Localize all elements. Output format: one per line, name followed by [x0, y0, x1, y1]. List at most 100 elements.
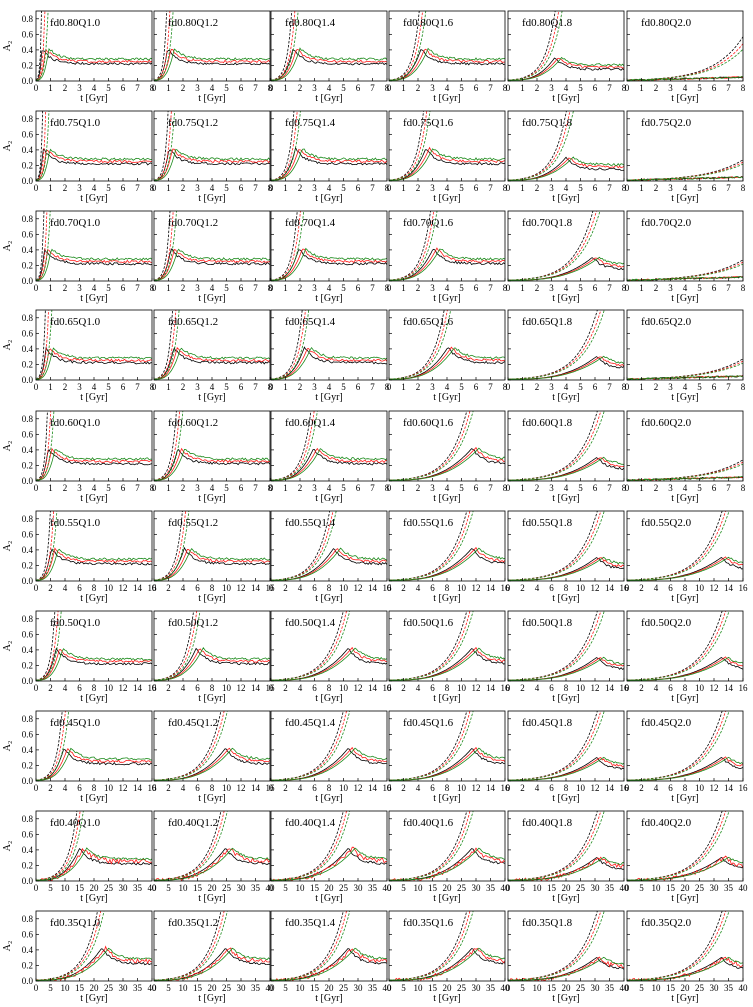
panel-label: fd0.75Q1.4	[285, 117, 336, 129]
panel-label: fd0.70Q1.6	[403, 217, 454, 229]
panel-fd0.80Q2.0: fd0.80Q2.00 1 2 3 4 5 6 7 8t [Gyr]	[625, 10, 746, 104]
x-tick-label: 8	[741, 483, 746, 493]
x-tick-label: 0	[387, 483, 392, 493]
series-red	[36, 348, 152, 380]
panel-fd0.40Q1.6: fd0.40Q1.60 5 10 15 20 25 30 35 40t [Gyr]	[387, 810, 510, 904]
x-axis-label: t [Gyr]	[198, 893, 226, 904]
panel-fd0.60Q1.8: fd0.60Q1.80 1 2 3 4 5 6 7 8t [Gyr]	[506, 410, 627, 504]
x-tick-label: 1	[639, 183, 644, 193]
x-tick-label: 6	[712, 483, 717, 493]
panel-curves	[154, 211, 270, 281]
panel-fd0.55Q1.0: fd0.55Q1.00.00.20.40.60.80 2 4 6 8 10 12 14 16t …	[2, 510, 157, 604]
panel-curves	[271, 211, 387, 281]
panel-curves	[36, 611, 152, 681]
x-tick-label: 8	[445, 583, 450, 593]
panel-curves	[389, 511, 505, 581]
x-tick-label: 4	[683, 83, 688, 93]
series-black	[271, 948, 387, 981]
x-tick-label: 5	[459, 83, 464, 93]
x-tick-label: 1	[283, 83, 288, 93]
x-tick-label: 2	[181, 83, 186, 93]
series-red	[36, 547, 152, 581]
fit-red	[271, 310, 306, 380]
x-tick-label: 4	[92, 483, 97, 493]
x-tick-label: 16	[620, 583, 630, 593]
x-tick-label: 7	[726, 83, 731, 93]
x-axis-label: t [Gyr]	[80, 93, 108, 104]
series-red	[271, 646, 387, 681]
x-tick-label: 6	[593, 483, 598, 493]
fit-red	[36, 411, 52, 481]
panel-fd0.75Q2.0: fd0.75Q2.00 1 2 3 4 5 6 7 8t [Gyr]	[625, 110, 746, 204]
x-tick-label: 35	[486, 883, 496, 893]
x-tick-label: 0	[625, 382, 630, 392]
x-tick-label: 4	[327, 183, 332, 193]
x-tick-label: 25	[576, 883, 586, 893]
fit-black	[154, 611, 194, 681]
x-tick-label: 1	[166, 183, 171, 193]
x-tick-label: 25	[222, 983, 232, 993]
x-tick-label: 2	[63, 483, 68, 493]
x-axis-label: t [Gyr]	[80, 993, 108, 1004]
panel-fd0.55Q1.8: fd0.55Q1.80 2 4 6 8 10 12 14 16t [Gyr]	[506, 510, 630, 604]
x-tick-label: 0	[269, 382, 274, 392]
fit-red	[389, 811, 471, 881]
panel-fd0.65Q1.6: fd0.65Q1.60 1 2 3 4 5 6 7 8t [Gyr]	[387, 309, 508, 403]
x-axis-label: t [Gyr]	[315, 593, 343, 604]
panel-fd0.40Q1.4: fd0.40Q1.40 5 10 15 20 25 30 35 40t [Gyr]	[269, 810, 392, 904]
x-tick-label: 2	[283, 683, 288, 693]
x-tick-label: 2	[416, 183, 421, 193]
x-tick-label: 2	[416, 283, 421, 293]
series-green	[271, 148, 387, 181]
panel-label: fd0.80Q1.4	[285, 17, 336, 29]
x-tick-label: 8	[503, 483, 508, 493]
x-tick-label: 14	[605, 783, 615, 793]
fit-green	[627, 611, 730, 681]
x-tick-label: 14	[486, 683, 496, 693]
y-tick-label: 0.6	[22, 129, 34, 139]
x-tick-label: 12	[710, 783, 719, 793]
x-tick-label: 3	[668, 183, 673, 193]
x-tick-label: 6	[356, 283, 361, 293]
series-red	[271, 248, 387, 281]
x-tick-label: 4	[445, 83, 450, 93]
panel-label: fd0.65Q2.0	[641, 316, 692, 328]
series-green	[154, 448, 270, 481]
x-tick-label: 0	[506, 283, 511, 293]
y-tick-label: 0.4	[22, 245, 34, 255]
panel-curves	[389, 911, 505, 981]
panel-curves	[508, 911, 624, 981]
fit-red	[271, 211, 301, 281]
fit-green	[627, 362, 743, 380]
fit-green	[389, 310, 452, 380]
x-tick-label: 8	[385, 382, 390, 392]
x-tick-label: 2	[166, 583, 171, 593]
fit-red	[389, 611, 471, 681]
panel-label: fd0.35Q1.8	[522, 917, 573, 929]
x-tick-label: 3	[195, 183, 200, 193]
y-tick-label: 0.0	[22, 676, 34, 686]
y-tick-label: 0.8	[22, 914, 34, 924]
x-tick-label: 8	[622, 283, 627, 293]
series-black	[36, 647, 152, 681]
x-tick-label: 8	[268, 183, 273, 193]
x-tick-label: 25	[339, 883, 349, 893]
x-tick-label: 15	[310, 883, 320, 893]
panel-fd0.70Q1.4: fd0.70Q1.40 1 2 3 4 5 6 7 8t [Gyr]	[269, 210, 390, 304]
x-tick-label: 7	[253, 283, 258, 293]
x-tick-label: 14	[486, 783, 496, 793]
x-tick-label: 8	[503, 183, 508, 193]
x-tick-label: 3	[668, 283, 673, 293]
fit-red	[508, 111, 571, 181]
panel-label: fd0.50Q1.4	[285, 617, 336, 629]
x-tick-label: 2	[520, 583, 525, 593]
x-axis-label: t [Gyr]	[671, 493, 699, 504]
x-tick-label: 0	[387, 183, 392, 193]
panel-fd0.50Q2.0: fd0.50Q2.0 0 2 4 6 8 10 12 14 16 t [Gyr]	[625, 610, 748, 704]
x-tick-label: 0	[34, 283, 39, 293]
fit-green	[36, 11, 49, 81]
x-tick-label: 8	[622, 183, 627, 193]
panel-label: fd0.70Q1.2	[168, 217, 218, 229]
x-tick-label: 6	[593, 83, 598, 93]
fit-red	[154, 11, 171, 81]
